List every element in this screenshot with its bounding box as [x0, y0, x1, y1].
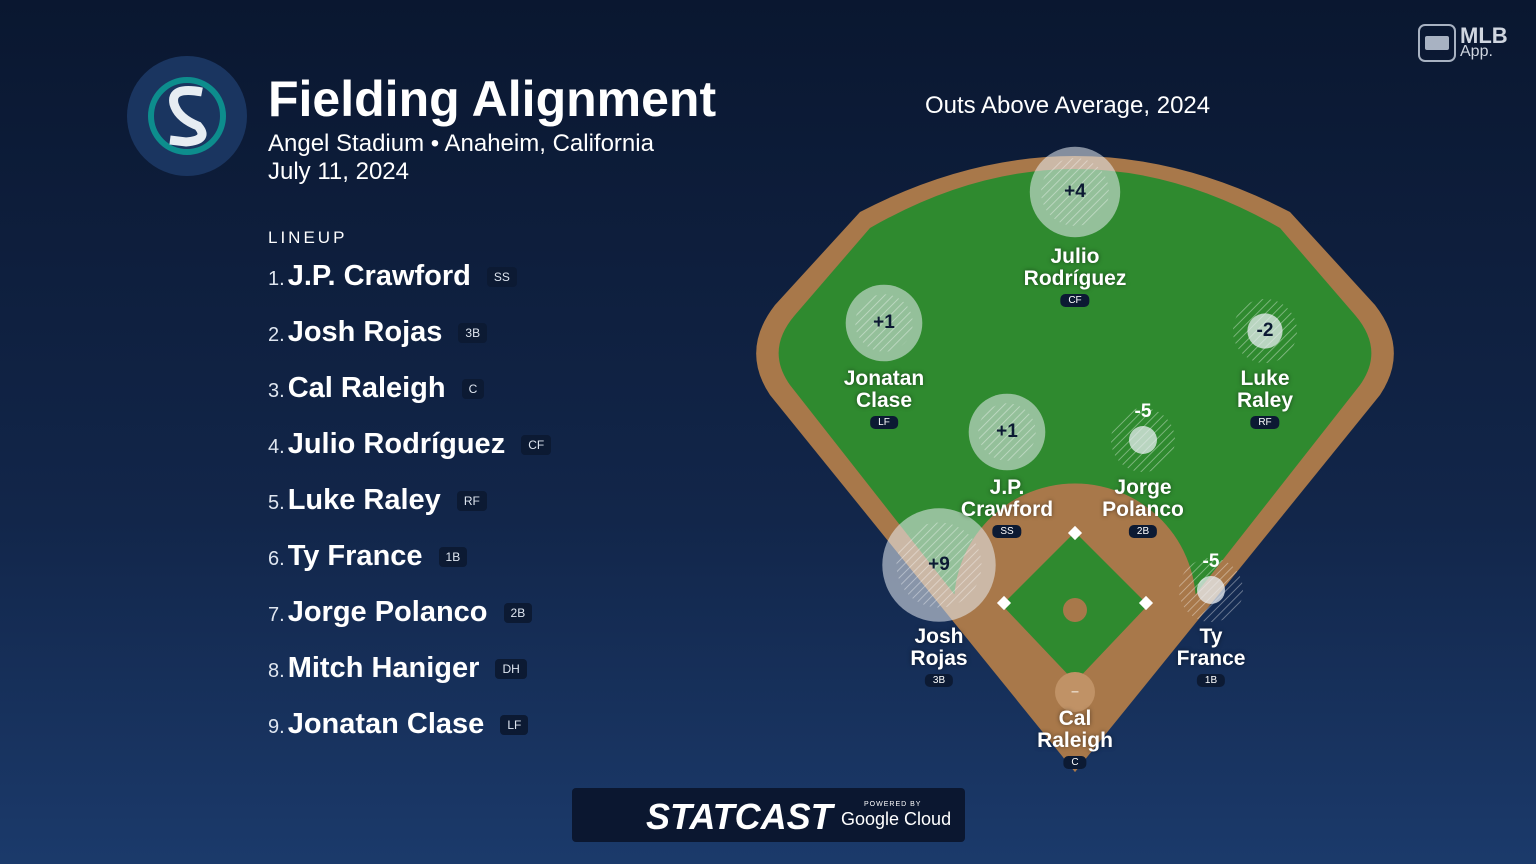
lineup-number: 8.	[268, 660, 285, 682]
oaa-hatch	[978, 403, 1036, 461]
field-position: SS	[992, 525, 1022, 538]
field-player-name: Josh Rojas	[829, 626, 1049, 670]
field-position: LF	[870, 416, 898, 429]
oaa-value: -5	[1203, 551, 1220, 572]
lineup-row: 4. Julio Rodríguez CF	[268, 428, 552, 461]
date: July 11, 2024	[268, 158, 409, 185]
field-player-name-text: J.P. Crawford	[960, 476, 1054, 521]
lineup-number: 9.	[268, 716, 285, 738]
field-player-name-text: Luke Raley	[1236, 367, 1294, 412]
lineup-number: 4.	[268, 436, 285, 458]
oaa-hatch	[855, 294, 913, 352]
lineup-row: 8. Mitch Haniger DH	[268, 652, 527, 685]
partner: Google Cloud	[841, 809, 952, 829]
mlb-logo-box	[1418, 24, 1456, 62]
field-player-name: Luke Raley	[1155, 368, 1375, 412]
position: RF	[456, 490, 487, 511]
player-name: Julio Rodríguez	[287, 428, 506, 460]
field-position: 1B	[1196, 674, 1226, 687]
lineup-row: 3. Cal Raleigh C	[268, 372, 485, 405]
team-logo-s	[169, 86, 207, 147]
field-position: CF	[1060, 294, 1090, 307]
team-logo-ring	[148, 77, 226, 155]
field-player-name: J.P. Crawford	[897, 477, 1117, 521]
position: DH	[495, 658, 527, 679]
field-position: 3B	[924, 674, 954, 687]
oaa-marker	[1055, 672, 1095, 712]
lineup-number: 5.	[268, 492, 285, 514]
oaa-value: -2	[1257, 320, 1274, 341]
position: SS	[486, 266, 517, 287]
player-name: Jorge Polanco	[287, 596, 488, 628]
oaa-value: –	[1071, 683, 1079, 699]
lineup-number: 7.	[268, 604, 285, 626]
position: C	[461, 378, 485, 399]
lineup-row: 1. J.P. Crawford SS	[268, 260, 517, 293]
oaa-value: +1	[873, 312, 895, 333]
oaa-hatch	[896, 522, 982, 608]
oaa-value: -5	[1135, 401, 1152, 422]
field-position: RF	[1250, 416, 1280, 429]
player-name: J.P. Crawford	[287, 260, 471, 292]
oaa-markers: +1 +9 – +4 -2 -5 -5 +1	[845, 146, 1297, 712]
player-name: Josh Rojas	[287, 316, 443, 348]
first-base	[1138, 595, 1154, 611]
oaa-hatch	[1041, 158, 1109, 226]
position: 2B	[503, 602, 533, 623]
player-name: Jonatan Clase	[287, 708, 485, 740]
player-name: Cal Raleigh	[287, 372, 446, 404]
pitchers-mound	[1063, 598, 1087, 622]
field-position: C	[1063, 756, 1087, 769]
third-base	[996, 595, 1012, 611]
field-player-name-text: Jorge Polanco	[1102, 476, 1184, 521]
field-title: Outs Above Average, 2024	[925, 92, 1211, 119]
lineup-row: 7. Jorge Polanco 2B	[268, 596, 533, 629]
lineup-row: 9. Jonatan Clase LF	[268, 708, 529, 741]
venue: Angel Stadium • Anaheim, California	[268, 130, 654, 157]
mlb-logo-text: App.	[1460, 43, 1493, 60]
lineup-number: 3.	[268, 380, 285, 402]
oaa-marker	[1197, 576, 1225, 604]
lineup-number: 6.	[268, 548, 285, 570]
player-name: Ty France	[287, 540, 423, 572]
position: LF	[500, 714, 529, 735]
mlb-logo-text: MLB	[1460, 23, 1508, 48]
field-player-name: Julio Rodríguez	[965, 246, 1185, 290]
field-player-name-text: Ty France	[1176, 625, 1246, 670]
position: 3B	[458, 322, 488, 343]
field-player-name-text: Josh Rojas	[910, 625, 968, 670]
field-player-name: Ty France	[1101, 626, 1321, 670]
footer-badge	[572, 788, 965, 842]
field-player-name: Jorge Polanco	[1033, 477, 1253, 521]
position: 1B	[438, 546, 468, 567]
oaa-value: +9	[928, 554, 950, 575]
brand: STATCAST	[646, 796, 833, 837]
oaa-value: +4	[1064, 181, 1086, 202]
field-position: 2B	[1128, 525, 1158, 538]
oaa-marker	[1129, 426, 1157, 454]
player-name: Luke Raley	[287, 484, 441, 516]
lineup-number: 1.	[268, 268, 285, 290]
title: Fielding Alignment	[268, 71, 717, 127]
oaa-value: +1	[996, 421, 1018, 442]
field-player-name: Jonatan Clase	[774, 368, 994, 412]
oaa-marker	[1247, 313, 1283, 349]
lineup-row: 6. Ty France 1B	[268, 540, 468, 573]
second-base	[1067, 525, 1083, 541]
powered-by: POWERED BY	[864, 801, 922, 808]
field-player-name-text: Cal Raleigh	[1037, 707, 1113, 752]
lineup-row: 5. Luke Raley RF	[268, 484, 487, 517]
lineup-title: LINEUP	[268, 228, 348, 247]
field-player-name-text: Julio Rodríguez	[1023, 245, 1127, 290]
outfield-grass	[778, 169, 1372, 748]
mlb-logo-mark	[1425, 36, 1449, 50]
lineup-row: 2. Josh Rojas 3B	[268, 316, 488, 349]
player-name: Mitch Haniger	[287, 652, 480, 684]
field-player-name: Cal Raleigh	[965, 708, 1185, 752]
field-player-name-text: Jonatan Clase	[843, 367, 925, 412]
lineup-number: 2.	[268, 324, 285, 346]
position: CF	[521, 434, 552, 455]
